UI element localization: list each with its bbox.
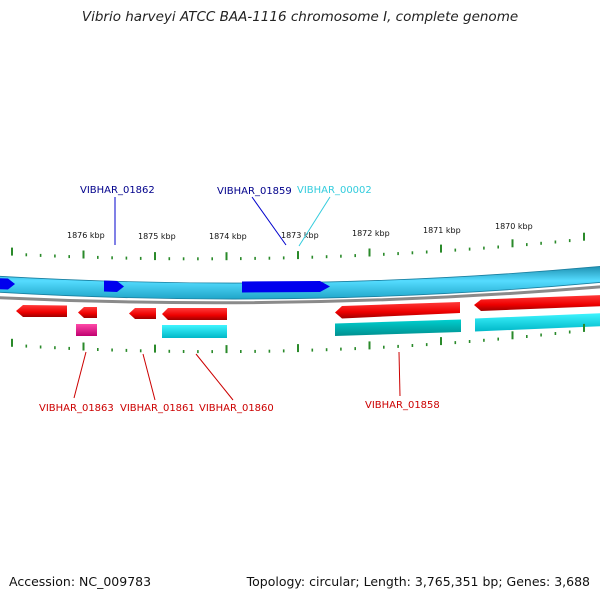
gray-divider: [0, 285, 600, 305]
gene-arrow-red-01863[interactable]: [16, 305, 67, 317]
gene-arrow-red-right[interactable]: [474, 295, 600, 311]
gene-arrow-red-01861[interactable]: [129, 308, 156, 319]
gene-labels: VIBHAR_01862 VIBHAR_01859 VIBHAR_00002 V…: [39, 185, 440, 414]
leader-01859: [251, 196, 287, 246]
scale-label-1873: 1873 kbp: [281, 231, 319, 240]
map-title: Vibrio harveyi ATCC BAA-1116 chromosome …: [81, 9, 519, 25]
scale-ticks-upper: [11, 232, 585, 261]
leader-01863: [73, 351, 87, 399]
label-leaders: [73, 196, 401, 401]
gene-arrow-red-01858[interactable]: [335, 302, 460, 319]
leader-01858: [398, 351, 401, 397]
gene-arrow-blue-2[interactable]: [104, 280, 124, 293]
gene-label-01860[interactable]: VIBHAR_01860: [199, 403, 274, 414]
scale-labels: 1876 kbp 1875 kbp 1874 kbp 1873 kbp 1872…: [67, 222, 533, 241]
scale-ticks-lower: [11, 323, 585, 354]
leader-00002: [298, 196, 331, 247]
scale-label-1870: 1870 kbp: [495, 222, 533, 231]
scale-label-1876: 1876 kbp: [67, 231, 105, 240]
gene-arrow-blue-1[interactable]: [0, 278, 15, 290]
topology-summary: Topology: circular; Length: 3,765,351 bp…: [246, 574, 590, 589]
gene-arrow-red-small[interactable]: [78, 307, 97, 318]
gene-label-01859[interactable]: VIBHAR_01859: [217, 186, 292, 197]
gene-block-cyan-right[interactable]: [475, 313, 600, 332]
scale-label-1872: 1872 kbp: [352, 229, 390, 238]
leader-01861: [142, 353, 156, 401]
gene-label-01863[interactable]: VIBHAR_01863: [39, 403, 114, 414]
gene-label-01862[interactable]: VIBHAR_01862: [80, 185, 155, 196]
gene-arrow-red-01860[interactable]: [162, 308, 227, 320]
scale-label-1875: 1875 kbp: [138, 232, 176, 241]
scale-label-1874: 1874 kbp: [209, 232, 247, 241]
scale-label-1871: 1871 kbp: [423, 226, 461, 235]
accession-text: Accession: NC_009783: [9, 574, 152, 589]
leader-01860: [195, 353, 234, 401]
gene-label-00002[interactable]: VIBHAR_00002: [297, 185, 372, 196]
gene-label-01858[interactable]: VIBHAR_01858: [365, 400, 440, 411]
gene-block-magenta[interactable]: [76, 324, 97, 336]
gene-arrow-blue-3[interactable]: [242, 281, 330, 293]
gene-block-cyan-01860[interactable]: [162, 325, 227, 338]
gene-block-teal-01858[interactable]: [335, 319, 461, 337]
gene-label-01861[interactable]: VIBHAR_01861: [120, 403, 195, 414]
